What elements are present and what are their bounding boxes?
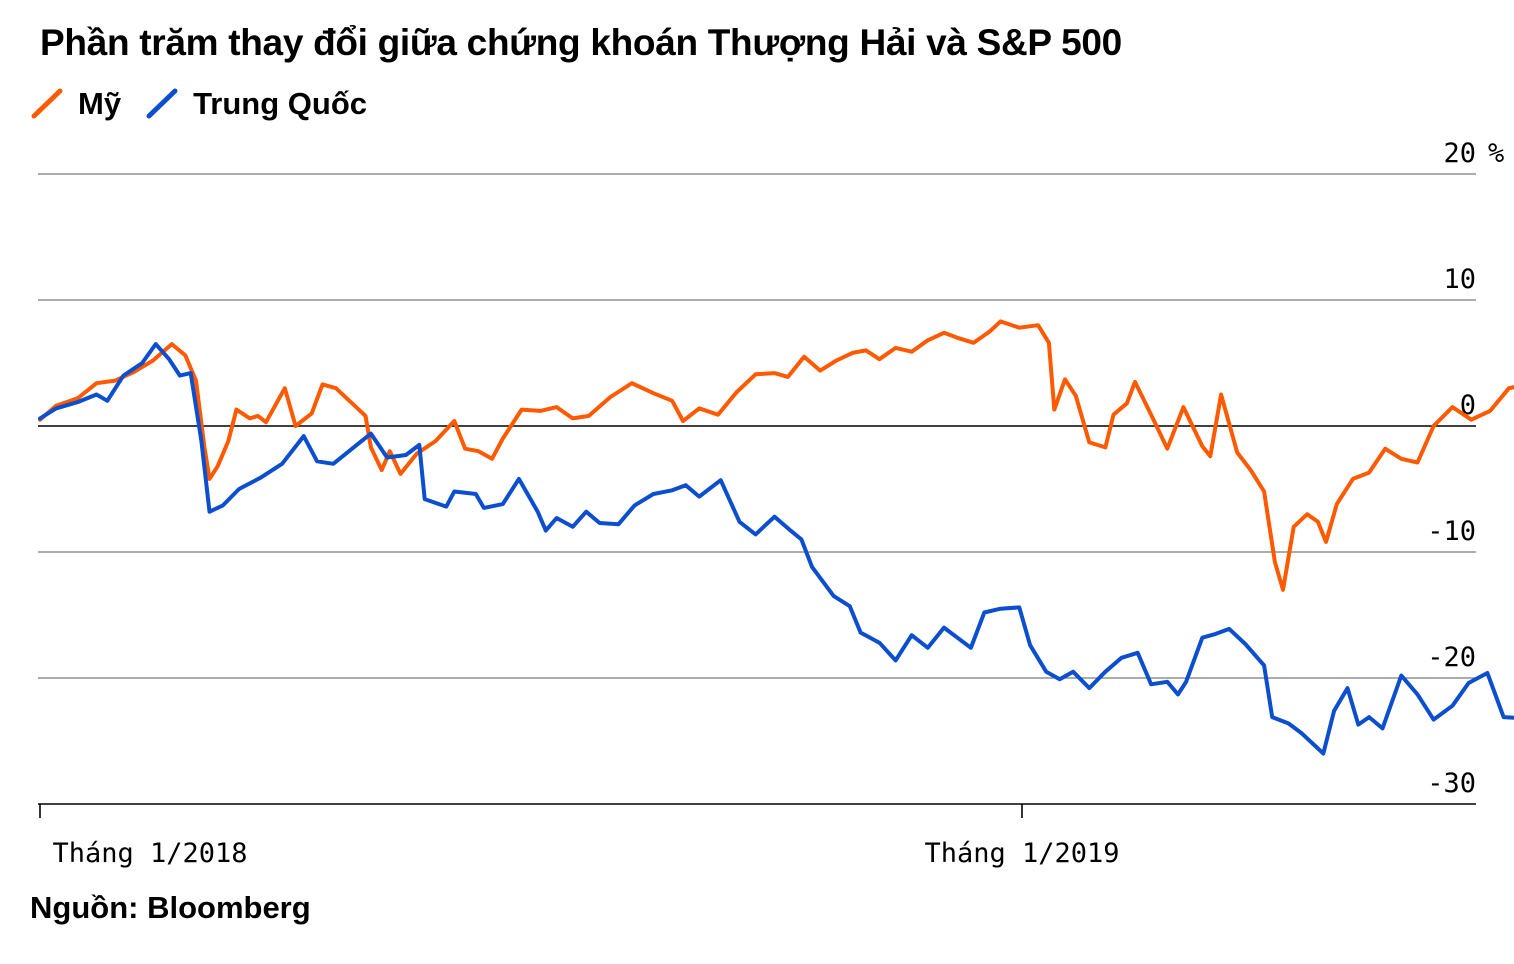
legend-swatch-china bbox=[146, 88, 178, 119]
legend-label-china: Trung Quốc bbox=[193, 86, 368, 121]
legend-item-china: Trung Quốc bbox=[145, 86, 367, 122]
y-unit-label: % bbox=[1488, 138, 1504, 169]
ytick-label-neg20: -20 bbox=[1427, 642, 1476, 673]
series-line-us bbox=[38, 319, 1514, 592]
ytick-label-neg10: -10 bbox=[1427, 516, 1476, 547]
legend-item-us: Mỹ bbox=[30, 86, 121, 122]
ytick-label-neg30: -30 bbox=[1427, 768, 1476, 799]
series-line-china bbox=[38, 342, 1514, 756]
chart-legend: Mỹ Trung Quốc bbox=[30, 84, 391, 124]
chart-title: Phần trăm thay đổi giữa chứng khoán Thượ… bbox=[40, 22, 1122, 63]
ytick-label-20: 20 bbox=[1443, 138, 1476, 169]
legend-label-us: Mỹ bbox=[78, 86, 122, 121]
xtick-label-1: Tháng 1/2018 bbox=[52, 838, 247, 869]
ytick-label-10: 10 bbox=[1443, 264, 1476, 295]
xtick-label-2: Tháng 1/2019 bbox=[924, 838, 1119, 869]
legend-swatch-us bbox=[31, 88, 63, 119]
source-note: Nguồn: Bloomberg bbox=[30, 890, 311, 925]
